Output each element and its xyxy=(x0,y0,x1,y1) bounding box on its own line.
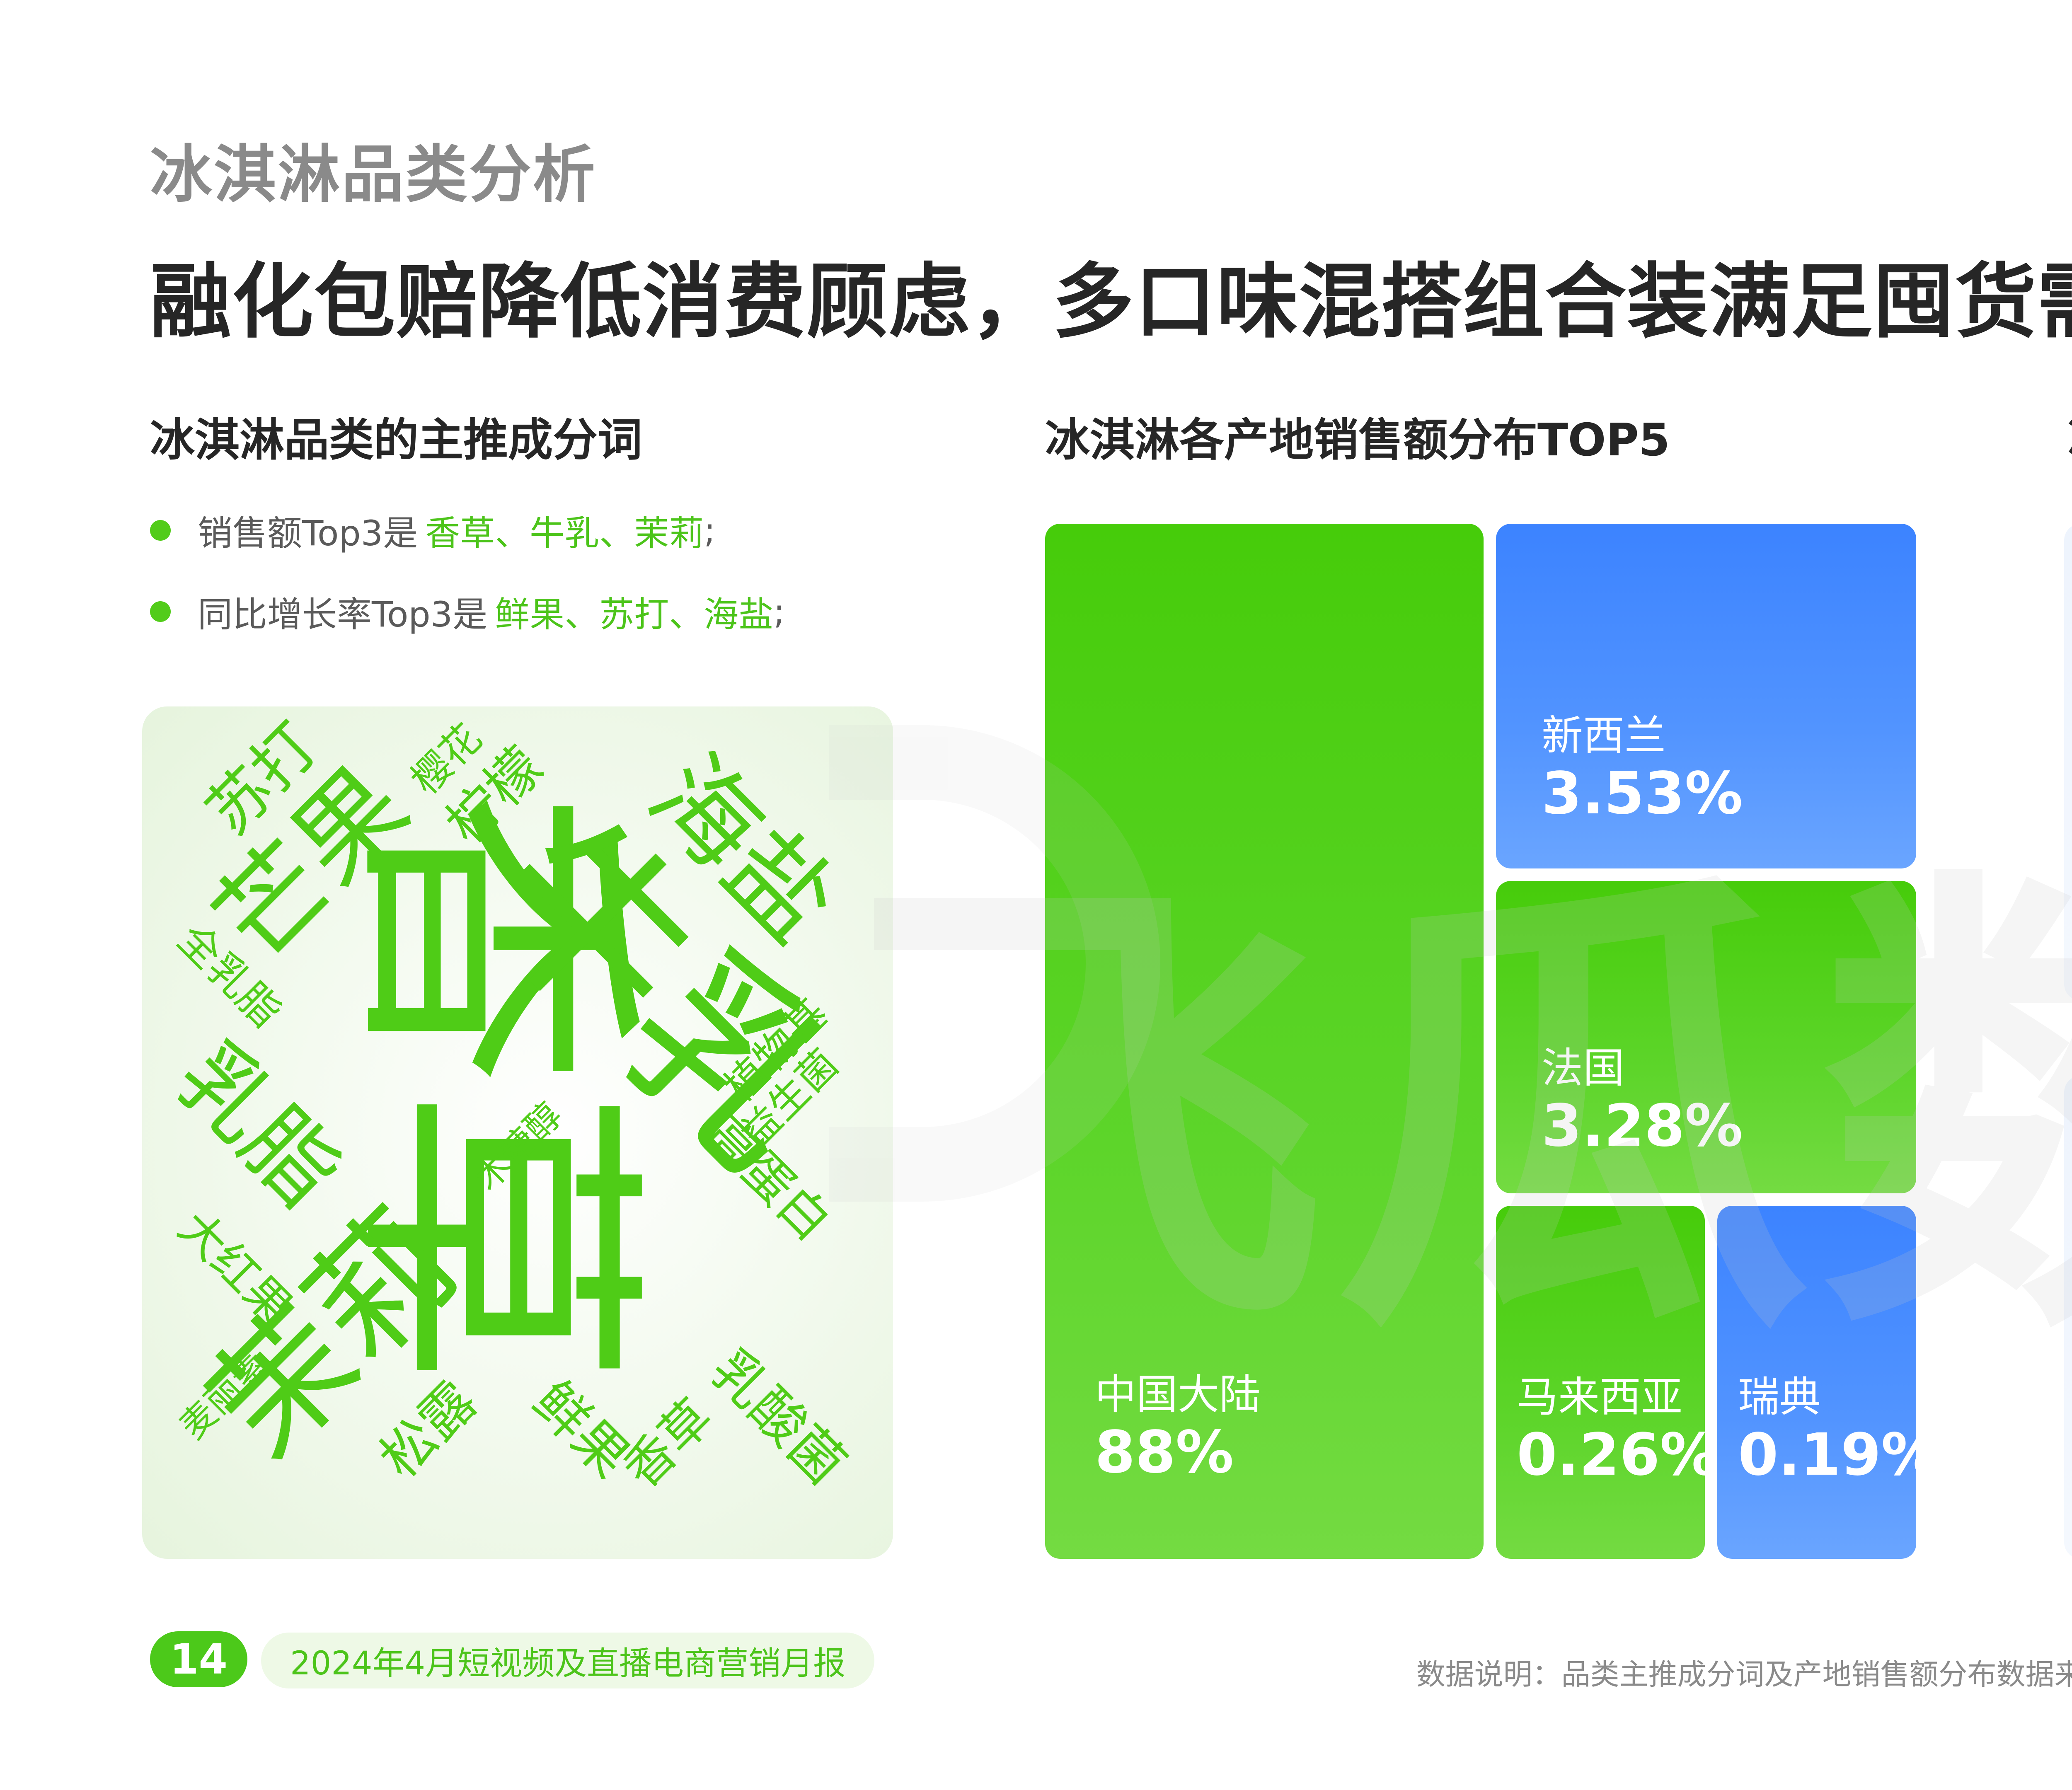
treemap-tile-malaysia: 马来西亚 0.26% xyxy=(1496,1206,1718,1559)
middle-section-title: 冰淇淋各产地销售额分布TOP5 xyxy=(1045,414,1670,466)
tile-label: 新西兰 xyxy=(1542,711,1666,760)
tile-value: 88% xyxy=(1095,1419,1234,1486)
treemap-tile-new-zealand: 新西兰 3.53% xyxy=(1496,524,1916,868)
tile-label: 马来西亚 xyxy=(1517,1373,1682,1421)
selling-point-card-cold-chain: 冷链助力，融化包赔 干冰保温 融化包赔 得益于冷链物流的成熟，多仓发货、融化包赔… xyxy=(2064,1076,2072,1559)
tile-value: 0.26% xyxy=(1517,1421,1718,1489)
word-cloud-word: 香草 xyxy=(612,1388,724,1500)
tile-value: 3.28% xyxy=(1542,1092,1743,1160)
report-title: 2024年4月短视频及直播电商营销月报 xyxy=(261,1633,875,1688)
bullet-growth-top3: 同比增长率Top3是 鲜果、苏打、海盐 ; xyxy=(150,591,785,635)
ingredient-word-cloud: 香草 牛乳 茉莉 芒果 海盐 乳脂 苏打 柠檬 樱花 全乳脂 植物基 益生菌 高… xyxy=(142,706,893,1559)
bullet-lead: 同比增长率Top3是 xyxy=(198,594,488,635)
right-section-title: 冰淇淋品类的高转化卖点 xyxy=(2068,404,2072,469)
bullet-end: ; xyxy=(704,510,716,551)
bullet-dot-icon xyxy=(150,601,171,622)
data-source-note: 数据说明：品类主推成分词及产地销售额分布数据来自飞瓜品策，部分数据已做脱敏化处理… xyxy=(1416,1657,2072,1691)
tile-label: 法国 xyxy=(1542,1044,1624,1092)
bullet-dot-icon xyxy=(150,520,171,541)
page-headline: 融化包赔降低消费顾虑，多口味混搭组合装满足囤货需求 xyxy=(150,255,2072,349)
bullet-lead: 销售额Top3是 xyxy=(198,513,418,554)
word-cloud-word: 乳酸菌 xyxy=(699,1338,858,1497)
bullet-end: ; xyxy=(773,591,785,632)
page-number: 14 xyxy=(150,1631,247,1687)
left-section-title: 冰淇淋品类的主推成分词 xyxy=(150,414,643,466)
bullet-highlight: 鲜果、苏打、海盐 xyxy=(495,594,774,635)
tile-value: 0.19% xyxy=(1738,1421,1939,1489)
word-cloud-word: 鲜果 xyxy=(521,1369,642,1490)
tile-value: 3.53% xyxy=(1542,760,1743,827)
treemap-tile-sweden: 瑞典 0.19% xyxy=(1717,1206,1939,1559)
selling-point-card-combo: 组合装，满足囤货需求 入会领券更优惠 热卖的产品规格主要以组合装、大礼包为主，多… xyxy=(2064,524,2072,1001)
tile-label: 瑞典 xyxy=(1738,1373,1821,1421)
tile-label: 中国大陆 xyxy=(1095,1370,1261,1419)
word-cloud-word: 大红果 xyxy=(168,1201,303,1335)
bullet-highlight: 香草、牛乳、茉莉 xyxy=(425,513,704,554)
treemap-tile-china: 中国大陆 88% xyxy=(1045,524,1484,1559)
bullet-sales-top3: 销售额Top3是 香草、牛乳、茉莉 ; xyxy=(150,510,785,554)
section-kicker: 冰淇淋品类分析 xyxy=(150,139,597,211)
summary-bullets: 销售额Top3是 香草、牛乳、茉莉 ; 同比增长率Top3是 鲜果、苏打、海盐 … xyxy=(150,510,785,672)
treemap-tile-france: 法国 3.28% xyxy=(1496,881,1916,1193)
